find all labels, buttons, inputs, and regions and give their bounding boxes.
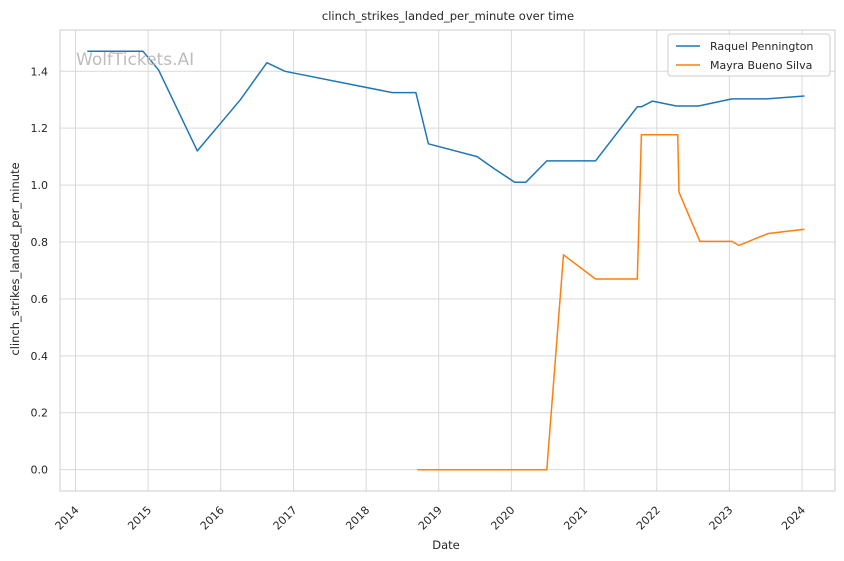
legend: Raquel Pennington Mayra Bueno Silva [667, 33, 831, 77]
series-line-raquel-pennington [87, 50, 805, 183]
series-line-mayra-bueno-silva [417, 133, 805, 471]
y-axis: 0.0 0.2 0.4 0.6 0.8 1.0 1.2 1.4 [31, 65, 49, 476]
y-tick-label: 1.0 [31, 179, 49, 192]
grid [60, 30, 835, 491]
y-tick-label: 0.0 [31, 464, 49, 477]
y-axis-title: clinch_strikes_landed_per_minute [8, 162, 22, 355]
legend-label: Mayra Bueno Silva [710, 59, 812, 72]
legend-label: Raquel Pennington [710, 40, 813, 53]
y-tick-label: 0.6 [31, 293, 49, 306]
x-axis: 2014 2015 2016 2017 2018 2019 2020 2021 2022 2023… [53, 504, 808, 533]
x-axis-title: Date [432, 538, 460, 552]
series-layer [87, 50, 805, 471]
y-tick-label: 0.2 [31, 407, 49, 420]
y-tick-label: 1.2 [31, 122, 49, 135]
chart-title: clinch_strikes_landed_per_minute over ti… [322, 9, 574, 23]
legend-box [667, 33, 831, 77]
y-tick-label: 1.4 [31, 65, 49, 78]
watermark: WolfTickets.AI [76, 50, 194, 70]
y-tick-label: 0.4 [31, 350, 49, 363]
plot-frame [59, 29, 836, 492]
y-tick-label: 0.8 [31, 236, 49, 249]
